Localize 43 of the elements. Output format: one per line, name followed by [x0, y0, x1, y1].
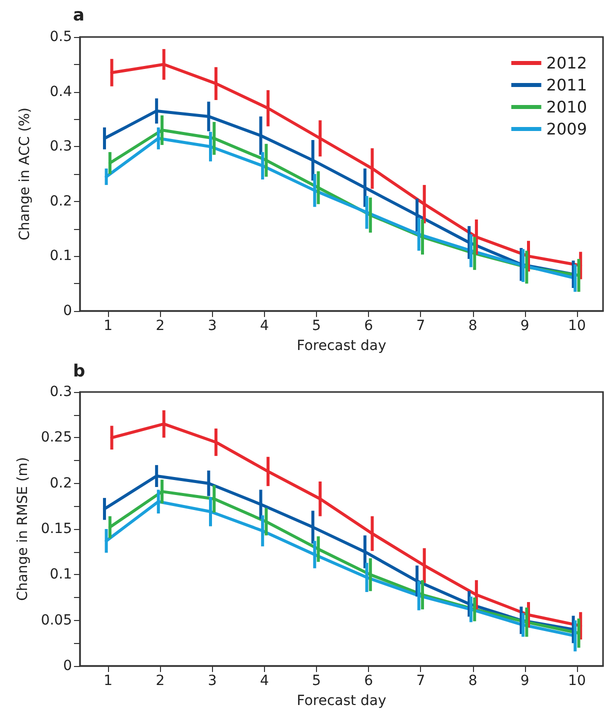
- x-tick-label: 10: [568, 673, 586, 689]
- legend-label: 2012: [546, 54, 587, 72]
- x-tick-label: 5: [312, 673, 321, 689]
- x-tick-label: 7: [416, 318, 426, 334]
- y-tick-label: 0.3: [50, 138, 72, 155]
- y-tick-label: 0.1: [50, 248, 72, 264]
- chart-title: b: [73, 362, 86, 382]
- x-tick-label: 2: [156, 318, 165, 334]
- x-tick-label: 1: [104, 673, 113, 689]
- x-tick-label: 1: [104, 318, 113, 334]
- x-tick-label: 9: [520, 673, 530, 689]
- y-tick-label: 0.2: [50, 193, 72, 210]
- x-tick-label: 8: [468, 673, 478, 689]
- x-tick-label: 4: [260, 673, 269, 689]
- y-tick-label: 0.15: [40, 521, 72, 537]
- y-tick-label: 0: [63, 658, 72, 674]
- y-axis-title: Change in RMSE (m): [14, 457, 31, 601]
- x-tick-label: 3: [208, 318, 217, 334]
- y-tick-label: 0.2: [50, 475, 72, 492]
- x-tick-label: 9: [520, 318, 530, 334]
- legend-label: 2009: [546, 120, 587, 138]
- x-tick-label: 5: [312, 318, 321, 334]
- y-axis-title: Change in ACC (%): [17, 108, 33, 240]
- x-tick-label: 6: [364, 673, 374, 689]
- y-tick-label: 0.3: [50, 384, 72, 400]
- x-axis-title: Forecast day: [296, 693, 386, 709]
- y-tick-label: 0.25: [40, 430, 72, 446]
- x-tick-label: 6: [364, 318, 374, 334]
- y-tick-label: 0.1: [50, 566, 72, 583]
- x-axis-title: Forecast day: [296, 338, 386, 354]
- y-tick-label: 0.4: [50, 84, 72, 100]
- x-tick-label: 4: [260, 318, 269, 334]
- x-tick-label: 2: [156, 673, 165, 689]
- y-tick-label: 0: [63, 303, 72, 319]
- x-tick-label: 10: [568, 318, 586, 334]
- chart-title: a: [73, 6, 84, 26]
- x-tick-label: 7: [416, 673, 426, 689]
- y-tick-label: 0.05: [40, 612, 72, 628]
- x-tick-label: 8: [468, 318, 478, 334]
- legend-label: 2011: [546, 76, 587, 94]
- x-tick-label: 3: [208, 673, 217, 689]
- legend-label: 2010: [546, 98, 587, 116]
- y-tick-label: 0.5: [50, 29, 72, 45]
